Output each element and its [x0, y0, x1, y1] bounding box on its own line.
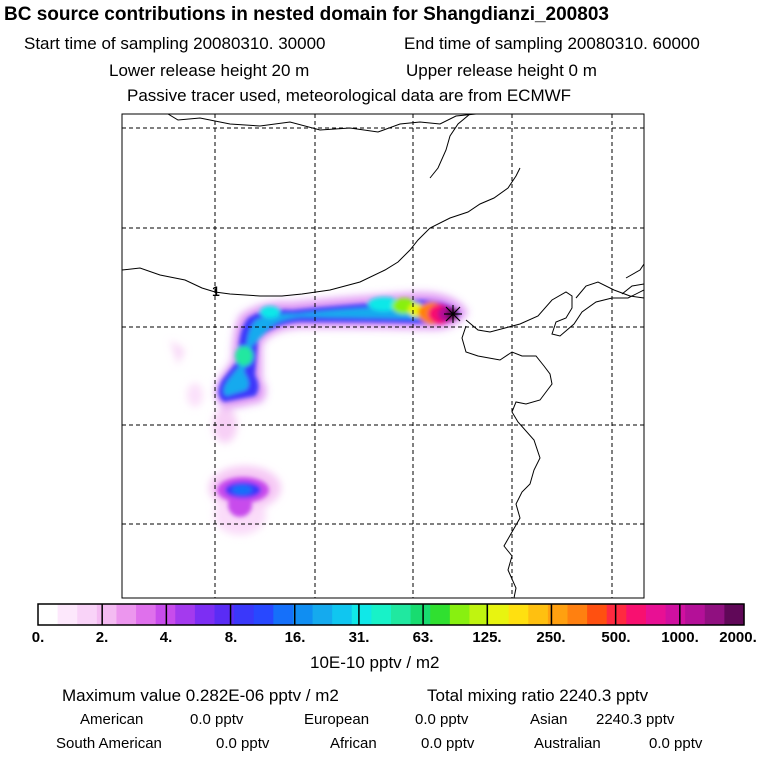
region-value: 0.0 pptv — [216, 735, 270, 752]
receptor-site-marker — [444, 305, 462, 323]
colorbar-swatch — [57, 604, 78, 625]
colorbar-swatch — [587, 604, 608, 625]
colorbar-swatch — [508, 604, 529, 625]
lower-release-height: Lower release height 20 m — [109, 61, 310, 80]
colorbar-swatch — [214, 604, 235, 625]
colorbar-tick: 8. — [224, 629, 238, 646]
region-name: Australian — [534, 735, 601, 752]
maximum-value: Maximum value 0.282E-06 pptv / m2 — [62, 686, 339, 705]
region-name: South American — [56, 735, 162, 752]
colorbar-border — [37, 603, 745, 626]
start-time: Start time of sampling 20080310. 30000 — [24, 34, 326, 53]
region-value: 0.0 pptv — [421, 735, 475, 752]
main-plume — [170, 292, 468, 443]
colorbar-swatch — [136, 604, 157, 625]
southern-source-area — [209, 466, 281, 535]
colorbar-swatch — [685, 604, 706, 625]
colorbar-tick: 0. — [31, 629, 45, 646]
colorbar-tick: 16. — [284, 629, 306, 646]
region-name: European — [304, 711, 370, 728]
colorbar-swatch — [665, 604, 686, 625]
colorbar-unit: 10E-10 pptv / m2 — [310, 653, 440, 672]
colorbar-swatch — [430, 604, 451, 625]
coastlines-borders — [122, 114, 644, 598]
region-name: American — [80, 711, 144, 728]
colorbar-swatch — [77, 604, 98, 625]
colorbar-tick: 4. — [159, 629, 173, 646]
colorbar-swatch — [724, 604, 745, 625]
region-name: African — [330, 735, 377, 752]
colorbar-swatch — [606, 604, 627, 625]
colorbar-swatch — [626, 604, 647, 625]
colorbar-tick: 31. — [348, 629, 370, 646]
colorbar-swatch — [704, 604, 725, 625]
colorbar-swatch — [175, 604, 196, 625]
end-time: End time of sampling 20080310. 60000 — [404, 34, 700, 53]
colorbar-swatch — [469, 604, 490, 625]
colorbar-swatch — [312, 604, 333, 625]
colorbar-swatch — [528, 604, 549, 625]
region-name: Asian — [530, 711, 568, 728]
colorbar-swatch — [38, 604, 59, 625]
colorbar-swatch — [116, 604, 137, 625]
colorbar-swatch — [391, 604, 412, 625]
colorbar-swatch — [96, 604, 118, 625]
region-value: 0.0 pptv — [190, 711, 244, 728]
colorbar-swatch — [410, 604, 431, 625]
colorbar-swatch — [273, 604, 294, 625]
colorbar-swatch — [567, 604, 588, 625]
colorbar-tick: 1000. — [661, 629, 699, 646]
tracer-note: Passive tracer used, meteorological data… — [127, 86, 572, 105]
colorbar-swatch — [489, 604, 510, 625]
colorbar-tick: 125. — [472, 629, 502, 646]
colorbar-swatch — [253, 604, 274, 625]
colorbar-swatch — [292, 604, 314, 625]
region-value: 2240.3 pptv — [596, 711, 675, 728]
colorbar-swatch — [351, 604, 372, 625]
colorbar-swatch — [449, 604, 471, 625]
marker-label: 1 — [212, 283, 220, 299]
colorbar-swatch — [194, 604, 216, 625]
colorbar-swatch — [371, 604, 392, 625]
colorbar-swatch — [234, 604, 255, 625]
map-area: 1 — [122, 114, 644, 598]
colorbar-swatch — [645, 604, 667, 625]
total-mixing-ratio: Total mixing ratio 2240.3 pptv — [427, 686, 649, 705]
colorbar-swatch — [332, 604, 353, 625]
colorbar — [38, 604, 745, 625]
colorbar-swatch — [547, 604, 569, 625]
region-value: 0.0 pptv — [649, 735, 703, 752]
colorbar-tick: 63. — [412, 629, 434, 646]
colorbar-tick: 2000. — [719, 629, 757, 646]
chart-title: BC source contributions in nested domain… — [4, 4, 609, 25]
colorbar-tick: 250. — [536, 629, 566, 646]
lat-lon-grid — [122, 114, 644, 598]
colorbar-tick: 2. — [95, 629, 109, 646]
colorbar-tick: 500. — [601, 629, 631, 646]
region-value: 0.0 pptv — [415, 711, 469, 728]
upper-release-height: Upper release height 0 m — [406, 61, 597, 80]
map-frame — [121, 113, 645, 599]
